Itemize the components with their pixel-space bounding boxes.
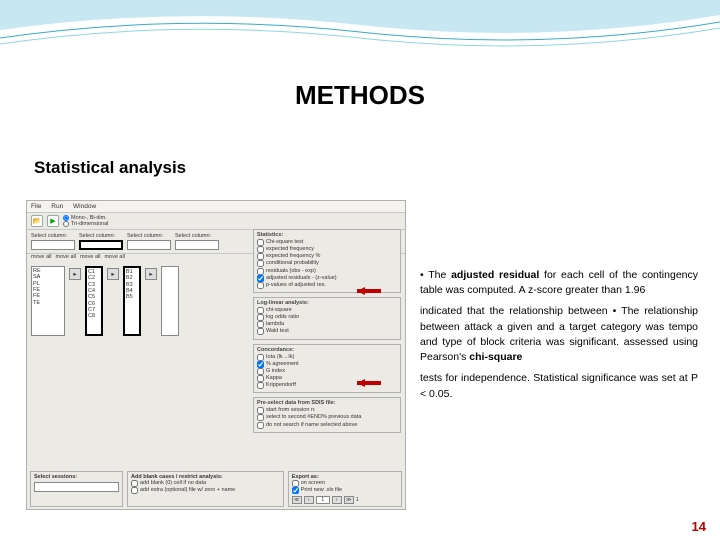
page-title: METHODS (0, 80, 720, 111)
pager: ≪ ‹ 1 › ≫ 1 (292, 496, 398, 504)
chk-iota[interactable]: Iota (Ik→Ik) (257, 354, 397, 361)
panel-addblank: Add blank cases / restrict analysis: add… (127, 471, 284, 507)
chk-expfreqpct[interactable]: expected frequency % (257, 253, 397, 260)
listbox-extra[interactable] (161, 266, 179, 336)
pager-current: 1 (316, 496, 330, 504)
pager-total: 1 (356, 497, 359, 503)
pager-prev-button[interactable]: ‹ (304, 496, 314, 504)
toolbar: 📂 ▶ Mono-, Bi-dim. Tri-dimensional (27, 213, 405, 230)
radio-tridim[interactable]: Tri-dimensional (63, 221, 108, 227)
panel-title: Select sessions: (34, 474, 119, 480)
chk-residuals[interactable]: residuals (obs - exp) (257, 268, 397, 275)
chk-condprob[interactable]: conditional probability (257, 260, 397, 267)
move-right-button[interactable]: ▸ (107, 268, 119, 280)
panel-select-sessions: Select sessions: (30, 471, 123, 507)
chk-ll-wald[interactable]: Wald test (257, 328, 397, 335)
chk-ex-screen[interactable]: on screen (292, 480, 398, 487)
toolbar-open-icon[interactable]: 📂 (31, 215, 43, 227)
col-input-4[interactable] (175, 240, 219, 250)
section-heading: Statistical analysis (34, 158, 186, 178)
chk-ps-2[interactable]: select to second #END% previous data (257, 414, 397, 421)
panel-preselect: Pre-select data from SDIS file: start fr… (253, 397, 401, 432)
move-label[interactable]: move all (31, 254, 51, 260)
options-column: Statistics: Chi-square test expected fre… (253, 229, 401, 433)
pager-last-button[interactable]: ≫ (344, 496, 354, 504)
col-label: Select column: (175, 233, 219, 239)
panel-statistics: Statistics: Chi-square test expected fre… (253, 229, 401, 293)
chk-agreement[interactable]: % agreement (257, 361, 397, 368)
chk-ps-1[interactable]: start from session n: (257, 407, 397, 414)
chk-ll-lambda[interactable]: lambda (257, 321, 397, 328)
move-label[interactable]: move all (55, 254, 75, 260)
chk-adjres[interactable]: adjusted residuals - (z-value) (257, 275, 397, 282)
chk-ab-2[interactable]: add extra (optional) file w/ zero + name (131, 487, 280, 494)
menubar: File Run Window (27, 201, 405, 213)
pager-first-button[interactable]: ≪ (292, 496, 302, 504)
move-label[interactable]: move all (80, 254, 100, 260)
col-label: Select column: (31, 233, 75, 239)
menu-run[interactable]: Run (51, 203, 63, 210)
decorative-wave-header (0, 0, 720, 60)
listbox-selected[interactable]: C1C2C3 C4C5C6 C7C8 (85, 266, 103, 336)
col-label: Select column: (127, 233, 171, 239)
move-right-button[interactable]: ▸ (69, 268, 81, 280)
page-number: 14 (692, 519, 706, 534)
toolbar-run-icon[interactable]: ▶ (47, 215, 59, 227)
chk-ll-logodds[interactable]: log odds ratio (257, 314, 397, 321)
col-input-3[interactable] (127, 240, 171, 250)
chk-ab-1[interactable]: add blank (0) cell if no data (131, 480, 280, 487)
callout-arrow-icon (357, 380, 387, 386)
panel-title: Log-linear analysis: (257, 300, 397, 306)
listbox-target[interactable]: B1B2B3 B4B5 (123, 266, 141, 336)
panel-title: Pre-select data from SDIS file: (257, 400, 397, 406)
chk-chisquare[interactable]: Chi-square test (257, 239, 397, 246)
dimension-radio-group: Mono-, Bi-dim. Tri-dimensional (63, 215, 108, 227)
chk-ex-xls[interactable]: Print new .xls file (292, 487, 398, 494)
pager-next-button[interactable]: › (332, 496, 342, 504)
listbox-left[interactable]: RESAPL FEFETE (31, 266, 65, 336)
sessions-input[interactable] (34, 482, 119, 492)
chk-ll-chisq[interactable]: chi-square (257, 307, 397, 314)
panel-loglinear: Log-linear analysis: chi-square log odds… (253, 297, 401, 340)
menu-file[interactable]: File (31, 203, 41, 210)
chk-ps-3[interactable]: do not search if name selected above (257, 422, 397, 429)
col-input-1[interactable] (31, 240, 75, 250)
chk-gindex[interactable]: G index (257, 368, 397, 375)
body-text: • The adjusted residual for each cell of… (420, 268, 698, 408)
move-right-button[interactable]: ▸ (145, 268, 157, 280)
col-input-2[interactable] (79, 240, 123, 250)
panel-export: Export as: on screen Print new .xls file… (288, 471, 402, 507)
callout-arrow-icon (357, 288, 387, 294)
panel-title: Concordance: (257, 347, 397, 353)
menu-window[interactable]: Window (73, 203, 96, 210)
move-label[interactable]: move all (104, 254, 124, 260)
panel-title: Statistics: (257, 232, 397, 238)
col-label: Select column: (79, 233, 123, 239)
stats-app-window: File Run Window 📂 ▶ Mono-, Bi-dim. Tri-d… (26, 200, 406, 510)
chk-expfreq[interactable]: expected frequency (257, 246, 397, 253)
bottom-panel-row: Select sessions: Add blank cases / restr… (30, 471, 402, 507)
